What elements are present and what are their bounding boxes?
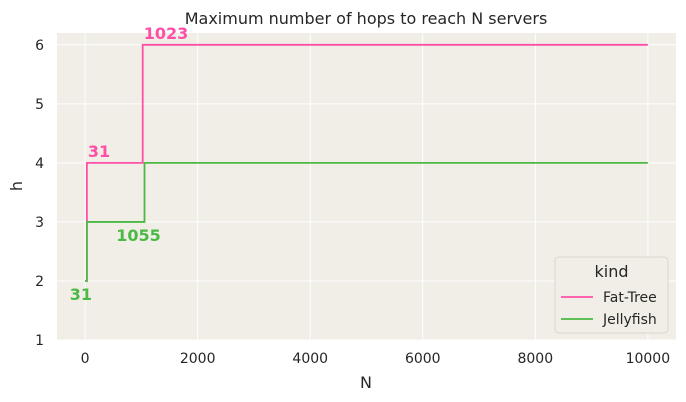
legend: kind Fat-Tree Jellyfish	[554, 256, 669, 334]
legend-entry-label: Fat-Tree	[603, 290, 657, 306]
y-tick-label: 3	[35, 215, 44, 231]
x-tick-label: 10000	[626, 351, 671, 367]
x-axis-label: N	[360, 373, 372, 392]
chart-title: Maximum number of hops to reach N server…	[185, 9, 548, 28]
annotation-label: 31	[70, 285, 92, 304]
x-tick-label: 8000	[517, 351, 553, 367]
x-tick-label: 6000	[405, 351, 441, 367]
x-tick-label: 0	[81, 351, 90, 367]
y-tick-label: 6	[35, 38, 44, 54]
y-tick-label: 5	[35, 97, 44, 113]
y-tick-label: 2	[35, 274, 44, 290]
y-tick-label: 4	[35, 156, 44, 172]
y-axis-ticks: 1 2 3 4 5 6	[35, 38, 44, 349]
legend-entry-label: Jellyfish	[602, 312, 657, 328]
legend-title: kind	[594, 262, 628, 281]
x-tick-label: 4000	[292, 351, 328, 367]
y-tick-label: 1	[35, 333, 44, 349]
annotation-label: 1055	[116, 226, 161, 245]
annotation-label: 31	[88, 142, 110, 161]
series-lines	[85, 43, 648, 282]
annotations: 31 1023 31 1055	[70, 24, 188, 304]
x-tick-label: 2000	[180, 351, 216, 367]
series-line-jellyfish	[85, 161, 648, 282]
y-axis-label: h	[7, 181, 26, 191]
annotation-label: 1023	[144, 24, 189, 43]
legend-box	[554, 256, 669, 334]
x-axis-ticks: 0 2000 4000 6000 8000 10000	[81, 351, 670, 367]
